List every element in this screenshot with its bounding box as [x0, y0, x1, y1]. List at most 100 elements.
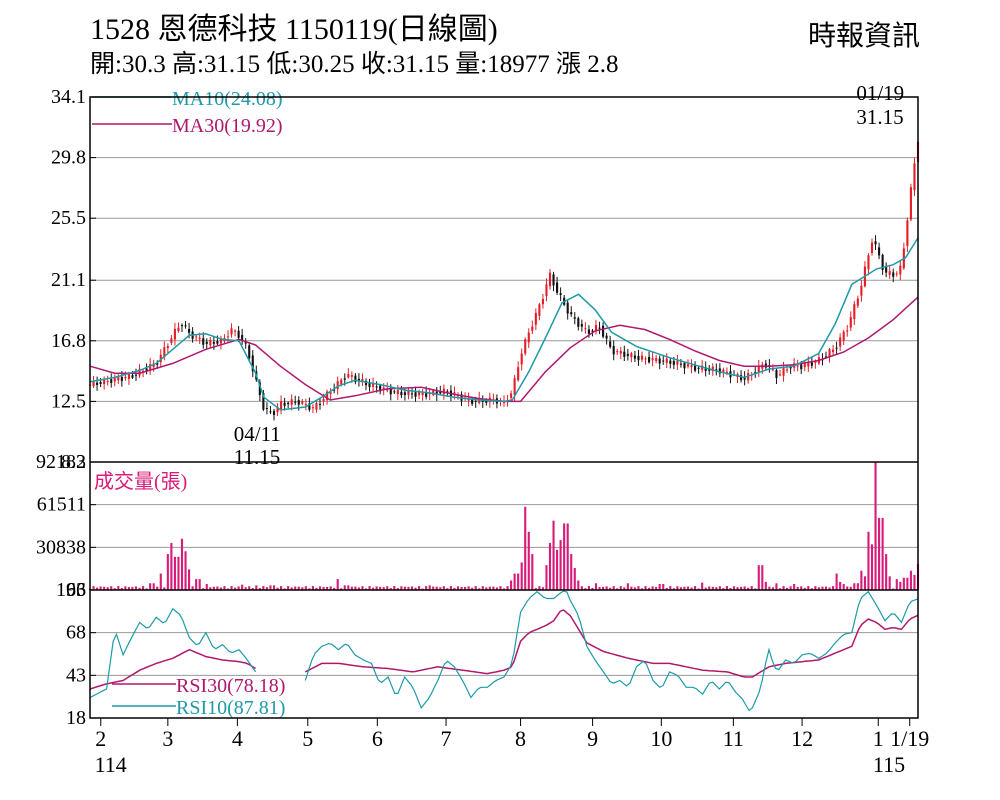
candle-body	[156, 362, 159, 365]
candle-body	[867, 255, 870, 270]
candle-body	[630, 353, 633, 358]
candle-body	[786, 369, 789, 371]
month-tick-label: 12	[791, 726, 813, 751]
volume-bar	[874, 462, 877, 590]
volume-bar	[403, 586, 406, 590]
volume-bar	[786, 587, 789, 590]
candle-body	[322, 399, 325, 402]
volume-bar	[888, 576, 891, 590]
month-tick-label: 11	[723, 726, 744, 751]
candle-body	[226, 336, 230, 338]
candle-body	[336, 381, 339, 390]
volume-bar	[120, 587, 123, 590]
volume-bar	[449, 586, 452, 590]
rsi10-line	[89, 607, 257, 699]
volume-bar	[255, 585, 258, 590]
volume-bar	[849, 586, 852, 590]
volume-bar	[534, 588, 537, 590]
candle-body	[173, 328, 176, 340]
volume-bar	[202, 588, 205, 590]
volume-bar	[329, 586, 332, 590]
volume-bar	[276, 587, 279, 590]
volume-bar	[262, 586, 265, 590]
candle-body	[188, 328, 191, 333]
candle-body	[839, 337, 842, 347]
volume-bar	[803, 587, 806, 590]
candle-body	[361, 379, 364, 383]
volume-bar	[184, 551, 187, 590]
candle-body	[124, 376, 127, 379]
volume-bar	[824, 586, 828, 590]
candle-body	[853, 304, 856, 320]
volume-bar	[127, 587, 130, 590]
candle-body	[368, 382, 371, 388]
volume-bar	[651, 586, 654, 590]
volume-bar	[814, 586, 817, 590]
gridlines	[90, 157, 918, 676]
candle-body	[195, 336, 198, 338]
candle-body	[711, 366, 714, 372]
volume-bar	[701, 582, 704, 590]
candle-body	[96, 382, 99, 385]
candle-body	[120, 376, 123, 382]
volume-bars	[88, 462, 920, 590]
candle-body	[655, 358, 658, 362]
candle-body	[800, 364, 803, 370]
candle-body	[343, 378, 346, 380]
candle-body	[637, 355, 640, 361]
volume-bar	[142, 586, 145, 590]
candle-body	[474, 400, 477, 402]
volume-bar	[810, 588, 813, 590]
volume-bar	[318, 586, 322, 590]
candle-body	[432, 390, 435, 396]
volume-bar	[297, 586, 300, 590]
candle-body	[694, 365, 697, 371]
volume-bar	[333, 587, 336, 590]
volume-bar	[867, 531, 870, 590]
candle-body	[92, 380, 95, 387]
volume-bar	[421, 588, 424, 590]
volume-bar	[99, 586, 102, 590]
volume-bar	[711, 586, 714, 590]
candle-body	[149, 364, 152, 370]
candle-body	[407, 390, 410, 396]
volume-bar	[149, 583, 152, 590]
volume-bar	[393, 586, 396, 590]
candle-body	[640, 355, 644, 360]
candle-body	[425, 392, 428, 397]
month-tick-label: 8	[515, 726, 526, 751]
candle-body	[648, 357, 651, 363]
candle-body	[212, 341, 215, 344]
month-tick-label: 1/19	[890, 726, 929, 751]
volume-bar	[418, 586, 421, 590]
volume-bar	[906, 577, 909, 590]
volume-bar	[396, 588, 399, 590]
candle-body	[209, 339, 212, 346]
volume-bar	[694, 586, 697, 590]
candle-body	[333, 389, 336, 391]
candle-body	[534, 313, 537, 325]
volume-bar	[290, 587, 293, 590]
volume-bar	[623, 587, 626, 590]
candle-body	[389, 388, 392, 395]
month-tick-label: 6	[372, 726, 383, 751]
candle-body	[379, 385, 382, 392]
volume-bar	[817, 587, 820, 590]
volume-bar	[159, 573, 162, 590]
volume-bar	[556, 549, 559, 590]
volume-tick-label: 30838	[36, 536, 86, 558]
candle-body	[913, 163, 916, 191]
candle-body	[690, 365, 693, 368]
candle-body	[881, 254, 884, 270]
month-tick-label: 1	[873, 726, 884, 751]
candle-body	[556, 282, 559, 293]
volume-bar	[722, 588, 725, 590]
candle-body	[520, 353, 523, 365]
volume-bar	[258, 588, 261, 590]
candle-body	[538, 304, 541, 316]
volume-bar	[453, 587, 456, 590]
volume-bar	[322, 586, 325, 590]
month-tick-label: 5	[302, 726, 313, 751]
candle-body	[686, 364, 690, 367]
candle-body	[513, 378, 516, 395]
